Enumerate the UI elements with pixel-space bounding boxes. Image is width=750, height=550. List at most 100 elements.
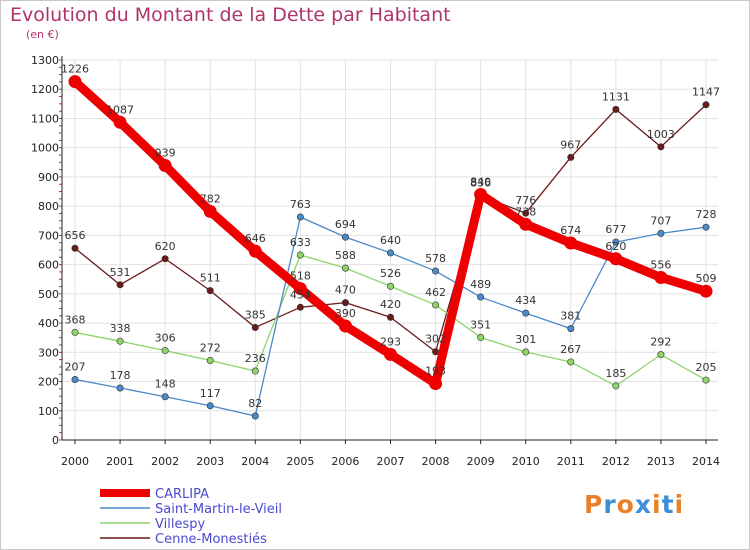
x-tick-label: 2011 xyxy=(557,455,585,468)
data-label-saint-martin-le-vieil: 707 xyxy=(650,214,671,227)
data-point-carlipa xyxy=(293,282,307,296)
logo-letter: i xyxy=(674,490,685,519)
x-tick-label: 2000 xyxy=(61,455,89,468)
data-label-villespy: 267 xyxy=(560,343,581,356)
data-label-saint-martin-le-vieil: 728 xyxy=(696,208,717,221)
data-label-cenne-monesties: 776 xyxy=(515,194,536,207)
legend-label-cenne-monesties: Cenne-Monestiés xyxy=(155,532,267,547)
x-tick-label: 2006 xyxy=(331,455,359,468)
data-point-carlipa xyxy=(519,217,533,231)
data-point-villespy xyxy=(657,351,665,359)
data-point-saint-martin-le-vieil xyxy=(702,223,710,231)
data-point-saint-martin-le-vieil xyxy=(386,249,394,257)
data-label-carlipa: 556 xyxy=(650,258,671,271)
data-label-cenne-monesties: 1003 xyxy=(647,128,675,141)
data-point-carlipa xyxy=(609,252,623,266)
data-label-cenne-monesties: 1131 xyxy=(602,90,630,103)
y-tick-label: 0 xyxy=(52,434,59,447)
data-label-carlipa: 518 xyxy=(290,270,311,283)
data-label-cenne-monesties: 531 xyxy=(110,266,131,279)
data-label-cenne-monesties: 511 xyxy=(200,272,221,285)
data-point-saint-martin-le-vieil xyxy=(71,375,79,383)
data-point-cenne-monesties xyxy=(296,303,304,311)
data-point-cenne-monesties xyxy=(71,244,79,252)
y-tick-label: 1300 xyxy=(31,54,59,67)
data-point-villespy xyxy=(251,367,259,375)
data-point-carlipa xyxy=(699,284,713,298)
data-point-carlipa xyxy=(248,244,262,258)
data-point-cenne-monesties xyxy=(161,255,169,263)
y-tick-label: 100 xyxy=(38,405,59,418)
chart-subtitle: (en €) xyxy=(26,28,59,41)
data-label-carlipa: 620 xyxy=(605,240,626,253)
x-tick-label: 2005 xyxy=(286,455,314,468)
data-point-carlipa xyxy=(158,159,172,173)
data-label-carlipa: 782 xyxy=(200,192,221,205)
data-label-cenne-monesties: 385 xyxy=(245,308,266,321)
data-label-villespy: 185 xyxy=(605,367,626,380)
data-label-saint-martin-le-vieil: 640 xyxy=(380,234,401,247)
data-point-villespy xyxy=(341,264,349,272)
y-tick-label: 200 xyxy=(38,376,59,389)
logo-letter: x xyxy=(634,490,652,519)
data-point-villespy xyxy=(116,337,124,345)
data-point-villespy xyxy=(567,358,575,366)
data-label-saint-martin-le-vieil: 434 xyxy=(515,294,536,307)
y-tick-label: 900 xyxy=(38,171,59,184)
data-point-villespy xyxy=(296,251,304,259)
y-tick-label: 1200 xyxy=(31,83,59,96)
data-point-cenne-monesties xyxy=(522,209,530,217)
data-point-cenne-monesties xyxy=(386,313,394,321)
data-label-villespy: 205 xyxy=(696,361,717,374)
logo-letter: r xyxy=(603,490,617,519)
data-label-cenne-monesties: 620 xyxy=(155,240,176,253)
data-label-villespy: 351 xyxy=(470,318,491,331)
data-label-villespy: 633 xyxy=(290,236,311,249)
data-point-carlipa xyxy=(384,347,397,361)
data-point-saint-martin-le-vieil xyxy=(657,229,665,237)
logo-letter: o xyxy=(616,490,635,519)
data-label-carlipa: 674 xyxy=(560,224,581,237)
logo-letter: i xyxy=(652,490,662,519)
data-label-carlipa: 840 xyxy=(470,175,491,188)
y-tick-label: 600 xyxy=(38,259,59,272)
x-tick-label: 2002 xyxy=(151,455,179,468)
data-point-cenne-monesties xyxy=(251,323,259,331)
x-tick-label: 2001 xyxy=(106,455,134,468)
data-label-cenne-monesties: 420 xyxy=(380,298,401,311)
y-tick-label: 300 xyxy=(38,346,59,359)
data-point-saint-martin-le-vieil xyxy=(522,309,530,317)
data-label-villespy: 272 xyxy=(200,341,221,354)
data-point-cenne-monesties xyxy=(657,143,665,151)
chart-title: Evolution du Montant de la Dette par Hab… xyxy=(10,4,451,26)
x-tick-label: 2007 xyxy=(377,455,405,468)
data-label-villespy: 526 xyxy=(380,267,401,280)
data-point-villespy xyxy=(71,328,79,336)
data-point-saint-martin-le-vieil xyxy=(296,213,304,221)
data-label-saint-martin-le-vieil: 489 xyxy=(470,278,491,291)
data-point-saint-martin-le-vieil xyxy=(206,402,214,410)
data-point-cenne-monesties xyxy=(567,153,575,161)
data-point-villespy xyxy=(477,333,485,341)
logo-letter: P xyxy=(584,490,604,519)
data-label-cenne-monesties: 967 xyxy=(560,138,581,151)
data-label-saint-martin-le-vieil: 178 xyxy=(110,369,131,382)
data-point-carlipa xyxy=(203,204,217,218)
data-label-carlipa: 646 xyxy=(245,232,266,245)
data-point-carlipa xyxy=(654,270,668,284)
data-point-cenne-monesties xyxy=(341,299,349,307)
x-tick-label: 2003 xyxy=(196,455,224,468)
data-label-cenne-monesties: 454 xyxy=(290,288,311,301)
data-point-carlipa xyxy=(564,236,578,250)
data-point-villespy xyxy=(612,382,620,390)
data-label-saint-martin-le-vieil: 381 xyxy=(560,310,581,323)
x-tick-label: 2014 xyxy=(692,455,720,468)
x-tick-label: 2004 xyxy=(241,455,269,468)
data-label-villespy: 462 xyxy=(425,286,446,299)
data-label-villespy: 368 xyxy=(65,313,86,326)
y-tick-label: 1100 xyxy=(31,112,59,125)
x-tick-label: 2008 xyxy=(422,455,450,468)
x-tick-label: 2013 xyxy=(647,455,675,468)
